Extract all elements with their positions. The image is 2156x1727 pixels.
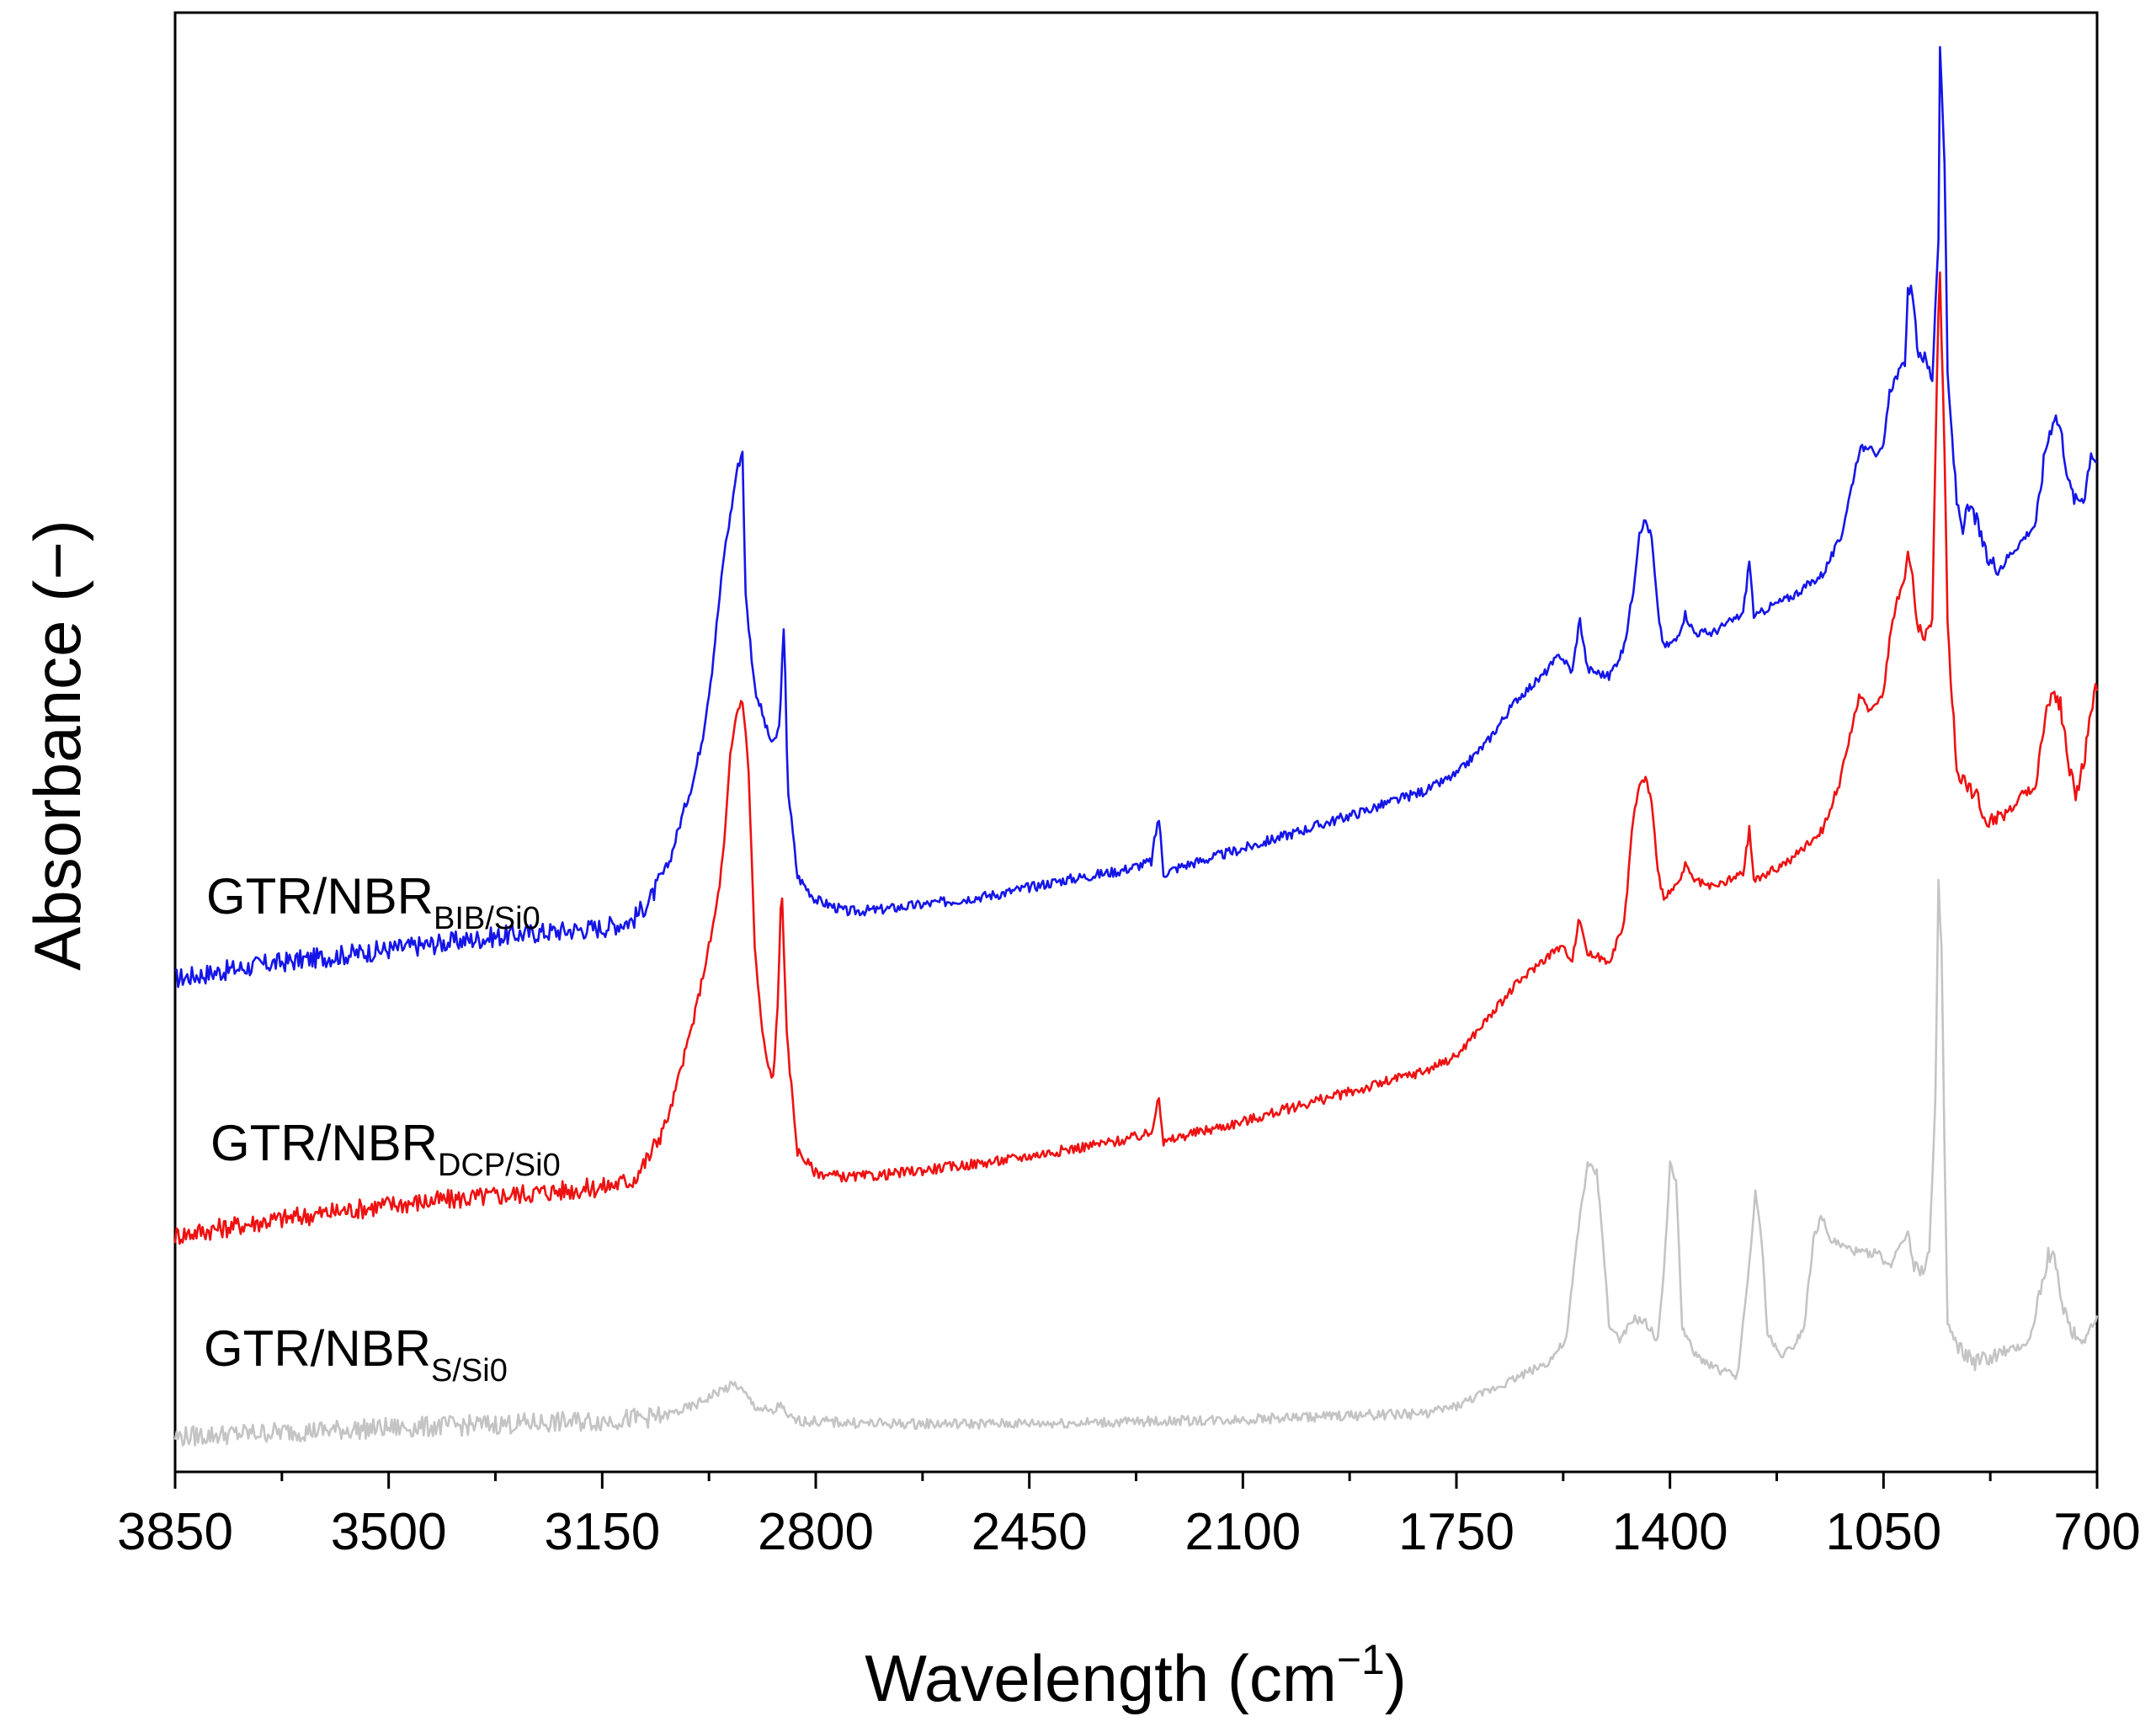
x-tick-label: 1050 <box>1825 1503 1941 1561</box>
series-line-s-si0 <box>173 878 2099 1447</box>
x-tick-label: 1400 <box>1612 1503 1728 1561</box>
series-layer <box>173 45 2099 1447</box>
plot-frame <box>173 11 2099 1474</box>
x-tick-label: 2450 <box>972 1503 1088 1561</box>
series-label-bib: GTR/NBRBIB/Si0 <box>206 868 540 936</box>
series-line-dcp-si0 <box>173 271 2099 1245</box>
x-tick-label: 3500 <box>331 1503 447 1561</box>
series-label-dcp: GTR/NBRDCP/Si0 <box>210 1115 561 1183</box>
x-axis-tick-labels: 3850 3500 3150 2800 2450 2100 1750 1400 1050 700 <box>117 1503 2141 1561</box>
y-axis-title: Absorbance (−) <box>20 520 94 970</box>
x-tick-label: 2800 <box>758 1503 874 1561</box>
x-tick-label: 3150 <box>544 1503 660 1561</box>
x-tick-label: 700 <box>2053 1503 2140 1561</box>
x-axis-title-superscript: −1 <box>1337 1636 1385 1683</box>
series-line-bib-si0 <box>174 45 2098 989</box>
x-axis-ticks <box>173 1472 2099 1489</box>
x-tick-label: 3850 <box>117 1503 233 1561</box>
x-tick-label: 2100 <box>1184 1503 1301 1561</box>
x-tick-label: 1750 <box>1398 1503 1515 1561</box>
series-label-s: GTR/NBRS/Si0 <box>204 1320 508 1389</box>
x-axis-title: Wavelength (cm−1) <box>865 1636 1407 1715</box>
